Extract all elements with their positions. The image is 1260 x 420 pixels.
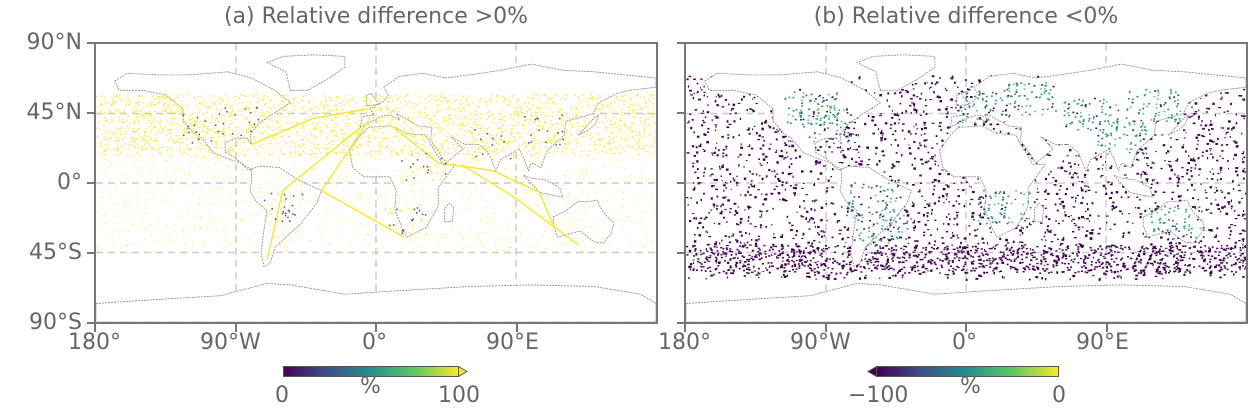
coastline-uk (957, 93, 969, 105)
lon-label-a-90e: 90°E (486, 330, 539, 355)
lat-label-45n: 45°N (27, 100, 82, 125)
colorbar-a-unit: % (360, 374, 381, 399)
lon-label-b-0: 0° (952, 330, 977, 355)
coastline-madagascar (444, 203, 453, 222)
coastline-madagascar (1034, 203, 1043, 222)
lon-label-b-180: 180° (658, 330, 711, 355)
lon-label-b-90e: 90°E (1076, 330, 1129, 355)
panel-b-title: (b) Relative difference <0% (685, 4, 1247, 29)
lat-label-45s: 45°S (29, 240, 82, 265)
colorbar-a-max: 100 (438, 383, 480, 408)
coastline-greenland (267, 55, 345, 91)
coastline-samerica (840, 166, 912, 266)
lon-label-a-180: 180° (68, 330, 121, 355)
lat-label-90n: 90°N (27, 30, 82, 55)
colorbar-b-max: 0 (1052, 383, 1066, 408)
lat-label-0: 0° (57, 170, 82, 195)
colorbar-b-unit: % (960, 374, 981, 399)
colorbar-b-min: −100 (848, 383, 908, 408)
lon-label-a-90w: 90°W (200, 330, 261, 355)
map-b-canvas (686, 44, 1246, 322)
coastline-greenland (857, 55, 935, 91)
lon-label-b-90w: 90°W (790, 330, 851, 355)
lon-label-a-0: 0° (362, 330, 387, 355)
map-panel-a (94, 42, 658, 324)
panel-a-title: (a) Relative difference >0% (95, 4, 657, 29)
map-a-canvas (96, 44, 656, 322)
map-panel-b (684, 42, 1248, 324)
coastline-namerica (705, 72, 881, 171)
colorbar-a-min: 0 (275, 383, 289, 408)
